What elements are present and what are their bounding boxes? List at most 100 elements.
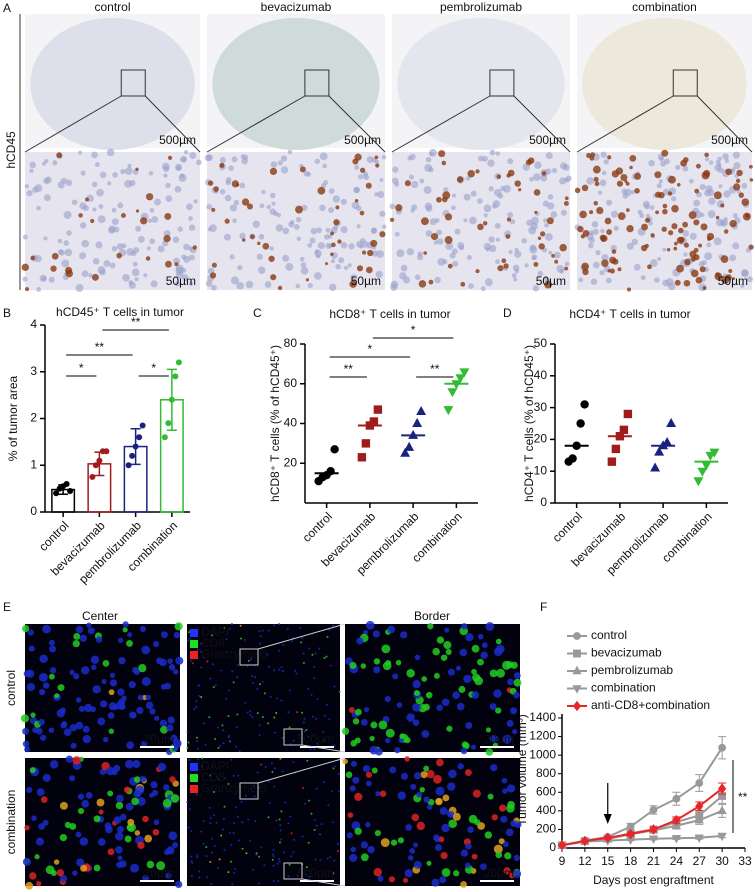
stained-cell — [219, 162, 225, 168]
cell-signal — [212, 790, 215, 793]
cell-signal — [188, 631, 191, 634]
cell-signal — [378, 720, 388, 730]
nucleus — [330, 259, 336, 264]
cell-signal — [187, 639, 190, 642]
cell-signal — [465, 842, 472, 850]
nucleus — [613, 225, 619, 231]
significance-label: * — [79, 361, 84, 375]
cell-signal — [160, 683, 167, 690]
nucleus — [293, 224, 300, 230]
cell-signal — [448, 769, 457, 779]
stained-cell — [736, 169, 743, 177]
nucleus — [340, 241, 348, 249]
y-tick-label: 50 — [534, 336, 548, 350]
nucleus — [606, 199, 613, 206]
column-title: combination — [632, 0, 697, 14]
legend-swatch — [190, 651, 198, 659]
nucleus — [533, 173, 541, 181]
cell-signal — [506, 719, 514, 727]
cell-signal — [22, 740, 30, 748]
cell-signal — [436, 636, 445, 644]
stained-cell — [729, 219, 737, 228]
column-title: pembrolizumab — [440, 0, 522, 14]
nucleus — [414, 274, 421, 281]
cell-signal — [498, 838, 505, 845]
data-point — [443, 406, 454, 416]
cell-signal — [87, 627, 95, 635]
nucleus — [410, 208, 415, 213]
cell-signal — [323, 656, 326, 659]
cell-signal — [166, 724, 174, 732]
nucleus — [109, 262, 116, 269]
nucleus — [717, 163, 722, 168]
nucleus — [425, 156, 432, 163]
nucleus — [610, 210, 618, 218]
stained-cell — [683, 279, 691, 287]
cell-signal — [286, 628, 289, 631]
nucleus — [57, 238, 63, 244]
stained-cell — [430, 232, 439, 241]
cell-signal — [119, 813, 127, 821]
cell-signal — [380, 838, 390, 848]
nucleus — [732, 242, 740, 250]
y-tick-label: 10 — [534, 463, 548, 477]
cell-signal — [426, 860, 432, 866]
cell-signal — [272, 880, 275, 883]
cell-signal — [303, 802, 306, 805]
cell-signal — [360, 853, 369, 862]
legend-label: combination — [591, 681, 656, 695]
zoom-line — [257, 757, 346, 784]
cell-signal — [273, 731, 276, 734]
cell-signal — [272, 669, 275, 672]
cell-signal — [218, 858, 221, 861]
cell-signal — [337, 773, 340, 776]
nucleus — [91, 151, 98, 159]
nucleus — [149, 207, 155, 213]
data-point — [580, 400, 589, 409]
nucleus — [343, 265, 349, 271]
stained-cell — [389, 217, 395, 222]
stained-cell — [579, 210, 587, 219]
cell-signal — [269, 696, 272, 699]
data-point — [400, 447, 411, 457]
nucleus — [303, 171, 310, 177]
stained-cell — [213, 186, 219, 192]
nucleus — [127, 163, 132, 168]
legend-swatch — [190, 629, 198, 637]
cell-signal — [153, 819, 160, 826]
cell-signal — [489, 703, 497, 711]
cell-signal — [223, 805, 226, 808]
cell-signal — [24, 746, 31, 753]
cell-signal — [327, 804, 330, 807]
cell-signal — [227, 782, 230, 785]
cell-signal — [465, 721, 473, 730]
stained-cell — [352, 158, 359, 165]
stained-cell — [606, 229, 613, 236]
legend-label: Granzyme B — [201, 781, 268, 795]
nucleus — [121, 243, 127, 249]
cell-signal — [308, 799, 311, 802]
stained-cell — [732, 277, 736, 281]
nucleus — [36, 287, 42, 292]
cell-signal — [124, 835, 132, 843]
cell-signal — [29, 767, 36, 774]
cell-signal — [294, 669, 297, 672]
data-point — [693, 477, 704, 487]
cell-signal — [190, 855, 193, 858]
stained-cell — [507, 169, 515, 177]
nucleus — [483, 213, 488, 218]
nucleus — [477, 198, 483, 204]
cell-signal — [495, 644, 505, 654]
cell-signal — [303, 717, 306, 720]
cell-signal — [228, 740, 231, 743]
cell-signal — [267, 629, 270, 632]
cell-signal — [491, 814, 498, 821]
stained-cell — [581, 262, 590, 271]
stained-cell — [654, 171, 662, 179]
cell-signal — [227, 715, 230, 718]
nucleus — [740, 283, 745, 288]
data-point — [672, 814, 681, 826]
nucleus — [239, 182, 246, 189]
cell-signal — [311, 653, 314, 656]
cell-signal — [284, 801, 287, 804]
